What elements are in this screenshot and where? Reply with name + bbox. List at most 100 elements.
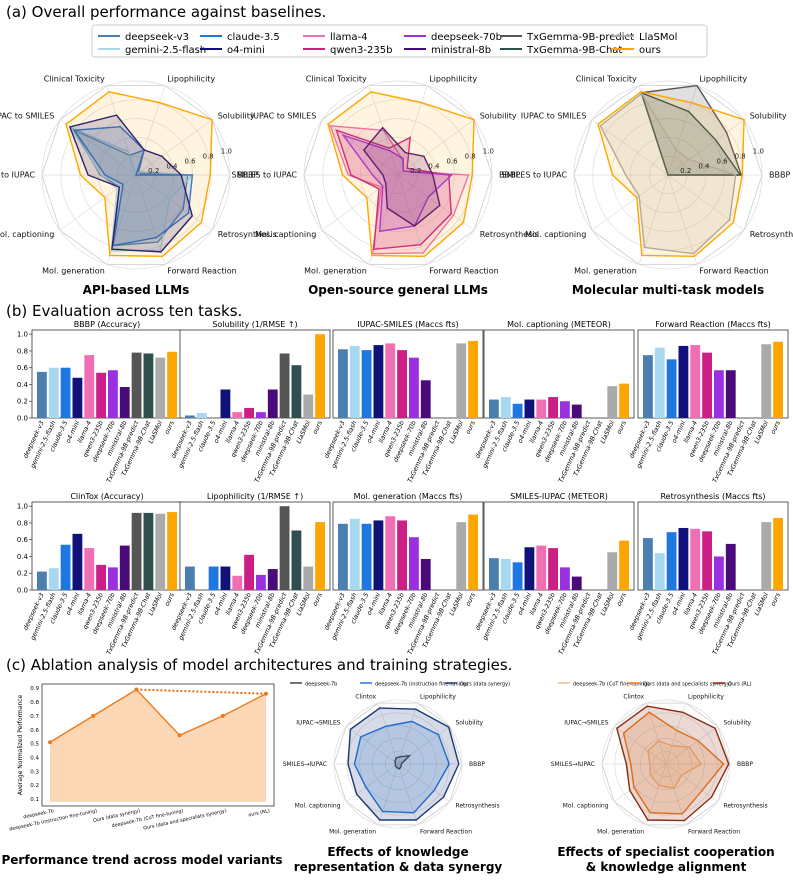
bar-panel-title: Forward Reaction (Maccs fts)	[655, 320, 771, 329]
line-y-tick-label: 0.6	[30, 728, 39, 734]
bar-x-tick-label: ours	[164, 591, 176, 607]
bar-y-tick-label: 1.0	[17, 503, 28, 511]
bar-deepseek-70b	[108, 370, 118, 418]
section-b-title: (b) Evaluation across ten tasks.	[6, 302, 242, 320]
bar-ours	[468, 340, 478, 418]
radar-series-Ours (data synergy)	[347, 707, 460, 821]
radar-series-ministral-8b	[362, 126, 441, 227]
radar-axis-label: Mol. generation	[597, 829, 644, 836]
radar-tick-label: 0.2	[410, 167, 421, 175]
bar-x-tick-label: ours	[770, 591, 782, 607]
radar-axis-label: Retrosynthesis	[480, 230, 539, 239]
bar-llama-4	[690, 528, 701, 590]
radar-axis-label: Forward Reaction	[420, 829, 472, 836]
line-y-label: Average Normalized Performance	[17, 694, 24, 795]
bar-panel: ClinTox (Accuracy)0.00.20.40.60.81.0deep…	[17, 492, 183, 656]
ablation-legend-label: Ours (data synergy)	[460, 682, 510, 688]
bar-deepseek-v3	[643, 355, 653, 418]
bar-y-tick-label: 0.6	[17, 536, 29, 544]
radar-axis-label: Clinical Toxicity	[44, 75, 105, 84]
bar-claude-3.5	[361, 523, 372, 590]
bar-LlaSMol	[155, 513, 166, 590]
radar-axis-label: BBBP	[737, 761, 753, 768]
radar-axis-label: Retrosynthesis	[218, 230, 277, 239]
bar-claude-3.5	[512, 562, 523, 590]
radar-axis-label: SMILES to IUPAC	[502, 171, 568, 180]
bar-panel-title: ClinTox (Accuracy)	[70, 492, 143, 501]
bar-y-tick-label: 0.6	[17, 364, 29, 372]
line-point	[91, 713, 96, 718]
line-dashed-trend	[136, 688, 267, 695]
radar-spoke	[667, 174, 698, 265]
bar-gemini-2.5-flash	[500, 558, 511, 590]
ablation-legend-label: deepseek-7b	[305, 682, 337, 688]
radar-title: Open-source general LLMs	[308, 283, 488, 297]
line-point	[220, 713, 225, 718]
bar-llama-4	[84, 548, 95, 590]
radar-tick-label: 1.0	[221, 148, 232, 156]
bar-y-tick-label: 0.4	[17, 381, 29, 389]
bar-TxGemma-9B-predict	[131, 512, 142, 590]
radar-spoke	[591, 174, 669, 231]
line-y-tick-label: 0.5	[30, 742, 39, 748]
bar-o4-mini	[373, 520, 384, 590]
bar-ours	[773, 341, 783, 418]
bar-deepseek-v3	[489, 558, 499, 590]
radar-tick-label: 0.6	[446, 157, 458, 165]
legend-label: deepseek-v3	[125, 32, 189, 43]
bar-claude-3.5	[208, 566, 219, 590]
bar-y-tick-label: 0.2	[17, 570, 28, 578]
radar-axis-label: IUPAC→SMILES	[564, 719, 609, 726]
ablation-legend-label: Ours (data and specialists synergy)	[643, 682, 732, 688]
radar-axis-label: Clinical Toxicity	[306, 75, 367, 84]
bar-LlaSMol	[607, 552, 618, 590]
bar-deepseek-v3	[643, 538, 653, 590]
radar-axis-label: BBBP	[499, 171, 520, 180]
bar-gemini-2.5-flash	[654, 347, 665, 418]
radar-axis-label: Retrosynthesis	[455, 803, 499, 810]
bar-panel-title: Solubility (1/RMSE ↑)	[212, 320, 297, 329]
line-x-tick-label: ours (RL)	[248, 808, 271, 818]
bar-x-tick-label: ours	[616, 591, 628, 607]
bar-panel: Mol. captioning (METEOR)deepseek-v3gemin…	[474, 320, 635, 484]
bar-y-tick-label: 0.0	[17, 415, 28, 423]
ablation-radar-legend: deepseek-7b (CoT fine-tuning)Ours (data …	[558, 682, 752, 688]
radar-spoke	[397, 763, 419, 825]
bar-qwen3-235b	[548, 397, 558, 418]
radar-series-deepseek-7b (instruction fine-tuning)	[353, 720, 450, 814]
legend-label: llama-4	[330, 32, 368, 43]
bar-ministral-8b	[119, 545, 130, 590]
bar-deepseek-70b	[714, 370, 724, 418]
bar-charts: BBBP (Accuracy)0.00.20.40.60.81.0deepsee…	[17, 320, 789, 656]
bar-x-tick-label: ours	[312, 591, 324, 607]
legend: deepseek-v3 gemini-2.5-flash claude-3.5 o4-…	[91, 24, 708, 58]
bar-panel: IUPAC-SMILES (Maccs fts)deepseek-v3gemin…	[323, 320, 484, 484]
radar-tick-label: 0.8	[735, 153, 746, 161]
bar-LlaSMol	[456, 522, 467, 590]
bar-deepseek-70b	[409, 537, 419, 590]
radar-series-o4-mini	[68, 114, 194, 253]
radar-spoke	[397, 174, 475, 231]
radar-tick-label: 0.8	[465, 153, 476, 161]
radar-tick-label: 0.6	[184, 157, 196, 165]
bar-LlaSMol	[303, 566, 314, 590]
radar-tick-label: 0.2	[148, 167, 159, 175]
radar-axis-label: Forward Reaction	[699, 267, 768, 276]
bar-panel: BBBP (Accuracy)0.00.20.40.60.81.0deepsee…	[17, 320, 183, 484]
ablation-legend-label: deepseek-7b (CoT fine-tuning)	[573, 682, 649, 688]
bar-deepseek-70b	[409, 357, 419, 418]
radar-axis-label: BBBP	[769, 171, 790, 180]
bar-ministral-8b	[420, 558, 431, 590]
bar-o4-mini	[72, 533, 83, 590]
radar-spoke	[397, 174, 428, 265]
line-point	[264, 691, 268, 696]
radar-spoke	[397, 119, 475, 176]
bar-o4-mini	[524, 399, 535, 418]
radar-axis-label: SMILES→IUPAC	[551, 761, 595, 768]
radar-axis-label: IUPAC to SMILES	[521, 111, 587, 120]
radar-series-ours	[327, 91, 475, 258]
radar-axis-label: SMILES→IUPAC	[283, 761, 327, 768]
bar-panel: Retrosynthesis (Maccs fts)deepseek-v3gem…	[628, 492, 789, 656]
radar-series-LlaSMol	[599, 92, 737, 255]
bar-gemini-2.5-flash	[500, 397, 511, 418]
